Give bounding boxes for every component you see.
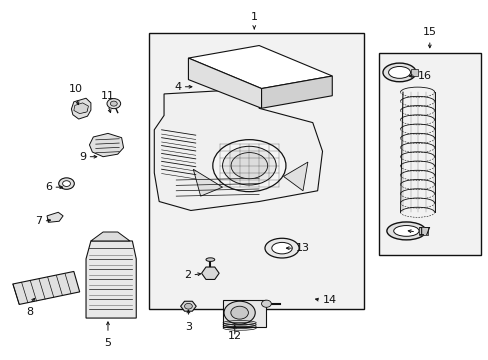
Polygon shape (193, 169, 222, 196)
Bar (418, 227, 427, 234)
Circle shape (107, 99, 121, 109)
Bar (410, 69, 417, 76)
Circle shape (62, 181, 70, 186)
Polygon shape (283, 162, 307, 191)
Text: 12: 12 (227, 331, 241, 341)
Polygon shape (261, 76, 331, 108)
Polygon shape (86, 241, 136, 318)
Polygon shape (180, 301, 196, 311)
Ellipse shape (264, 238, 299, 258)
Text: 10: 10 (69, 84, 83, 94)
Bar (222, 300, 266, 327)
Polygon shape (71, 98, 91, 119)
Text: 17: 17 (417, 227, 431, 237)
Polygon shape (47, 212, 63, 222)
Circle shape (224, 301, 255, 324)
Circle shape (110, 101, 117, 106)
Polygon shape (188, 45, 331, 89)
Text: 13: 13 (295, 243, 309, 253)
Text: 14: 14 (322, 295, 336, 305)
Polygon shape (89, 134, 123, 157)
Text: 16: 16 (417, 71, 431, 81)
Text: 8: 8 (26, 307, 34, 317)
Ellipse shape (386, 222, 425, 240)
Ellipse shape (382, 63, 415, 82)
Polygon shape (154, 89, 322, 211)
Ellipse shape (205, 258, 214, 261)
Text: 9: 9 (79, 152, 86, 162)
Circle shape (184, 303, 192, 309)
Ellipse shape (388, 67, 410, 78)
Polygon shape (201, 267, 219, 279)
Ellipse shape (212, 140, 285, 192)
Text: 2: 2 (183, 270, 190, 280)
Circle shape (78, 105, 87, 113)
Ellipse shape (231, 153, 267, 179)
Text: 1: 1 (250, 12, 257, 22)
Text: 11: 11 (101, 91, 115, 101)
Text: 4: 4 (174, 82, 181, 92)
Text: 15: 15 (422, 27, 436, 37)
Bar (378, 53, 480, 255)
Ellipse shape (271, 242, 292, 254)
Ellipse shape (393, 226, 418, 236)
Text: 7: 7 (35, 216, 42, 226)
Ellipse shape (222, 146, 276, 185)
Circle shape (59, 178, 74, 189)
Circle shape (261, 300, 271, 307)
Polygon shape (188, 58, 261, 108)
Polygon shape (74, 103, 88, 114)
Bar (149, 33, 363, 309)
Polygon shape (13, 271, 80, 305)
Text: 6: 6 (45, 182, 52, 192)
Text: 5: 5 (104, 338, 111, 348)
Text: 3: 3 (184, 321, 191, 332)
Polygon shape (91, 232, 130, 241)
Circle shape (230, 306, 248, 319)
